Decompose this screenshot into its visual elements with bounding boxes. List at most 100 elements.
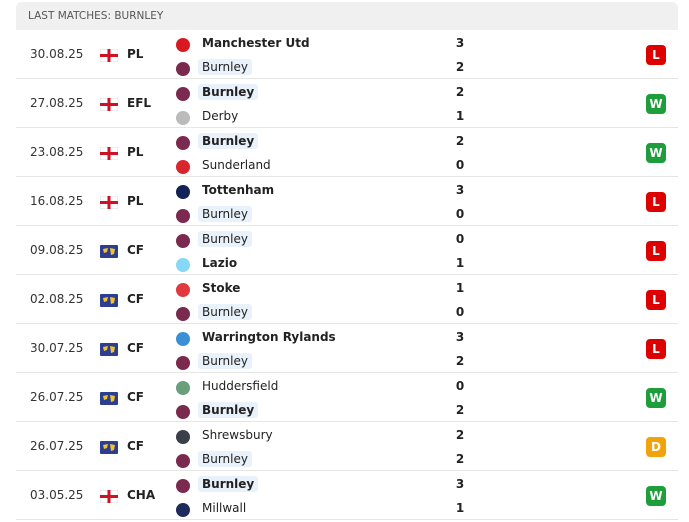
team-score: 2 [455,452,465,466]
match-date: 03.05.25 [30,488,84,502]
team-logo [176,111,190,125]
competition: CF [127,439,145,453]
team-score: 0 [455,158,465,172]
competition: PL [127,47,144,61]
team-score: 3 [455,477,465,491]
team-score: 2 [455,134,465,148]
match-row[interactable]: 26.07.25 CF Huddersfield 0 Burnley 2 W [16,373,678,422]
match-row[interactable]: 30.08.25 PL Manchester Utd 3 Burnley 2 L [16,30,678,79]
result-badge: L [646,241,666,261]
team-score: 1 [455,109,465,123]
team-logo [176,38,190,52]
result-badge: D [646,437,666,457]
competition-flag [99,488,119,504]
team-logo [176,62,190,76]
team-name: Burnley [198,206,252,222]
competition-flag [99,194,119,210]
competition: CHA [127,488,156,502]
team-score: 3 [455,330,465,344]
team-name: Sunderland [202,158,271,172]
team-score: 2 [455,428,465,442]
team-score: 0 [455,379,465,393]
team-logo [176,87,190,101]
team-name: Burnley [198,451,252,467]
team-score: 3 [455,183,465,197]
competition: CF [127,243,145,257]
team-name: Burnley [198,59,252,75]
match-row[interactable]: 02.08.25 CF Stoke 1 Burnley 0 L [16,275,678,324]
header-title: LAST MATCHES: BURNLEY [16,2,678,30]
team-name: Tottenham [202,183,275,197]
team-score: 2 [455,403,465,417]
team-score: 2 [455,354,465,368]
match-row[interactable]: 30.07.25 CF Warrington Rylands 3 Burnley 2 L [16,324,678,373]
team-name: Burnley [198,476,259,492]
team-name: Shrewsbury [202,428,273,442]
match-row[interactable]: 26.07.25 CF Shrewsbury 2 Burnley 2 D [16,422,678,471]
team-name: Manchester Utd [202,36,310,50]
result-badge: W [646,94,666,114]
competition-flag [100,341,118,356]
match-row[interactable]: 09.08.25 CF Burnley 0 Lazio 1 L [16,226,678,275]
match-date: 27.08.25 [30,96,84,110]
competition-flag [100,439,118,454]
team-logo [176,160,190,174]
team-logo [176,234,190,248]
team-logo [176,503,190,517]
team-score: 1 [455,501,465,515]
competition-flag [99,145,119,161]
team-name: Huddersfield [202,379,279,393]
team-logo [176,405,190,419]
result-badge: L [646,192,666,212]
match-date: 26.07.25 [30,390,84,404]
competition: PL [127,194,144,208]
team-logo [176,479,190,493]
team-logo [176,283,190,297]
team-name: Burnley [198,84,259,100]
result-badge: L [646,290,666,310]
competition: PL [127,145,144,159]
result-badge: W [646,486,666,506]
team-score: 1 [455,281,465,295]
match-row[interactable]: 16.08.25 PL Tottenham 3 Burnley 0 L [16,177,678,226]
match-date: 16.08.25 [30,194,84,208]
team-name: Millwall [202,501,247,515]
team-score: 2 [455,85,465,99]
team-logo [176,136,190,150]
result-badge: L [646,45,666,65]
team-score: 0 [455,207,465,221]
team-name: Burnley [198,304,252,320]
match-row[interactable]: 23.08.25 PL Burnley 2 Sunderland 0 W [16,128,678,177]
team-score: 1 [455,256,465,270]
team-name: Derby [202,109,239,123]
team-name: Burnley [198,353,252,369]
competition: EFL [127,96,152,110]
team-name: Stoke [202,281,241,295]
team-logo [176,381,190,395]
match-row[interactable]: 03.05.25 CHA Burnley 3 Millwall 1 W [16,471,678,520]
result-badge: W [646,388,666,408]
match-date: 30.08.25 [30,47,84,61]
match-row[interactable]: 27.08.25 EFL Burnley 2 Derby 1 W [16,79,678,128]
competition-flag [100,243,118,258]
team-score: 0 [455,305,465,319]
team-score: 0 [455,232,465,246]
competition-flag [100,390,118,405]
team-score: 2 [455,60,465,74]
team-score: 3 [455,36,465,50]
competition-flag [100,292,118,307]
match-date: 30.07.25 [30,341,84,355]
team-logo [176,454,190,468]
competition-flag [99,96,119,112]
team-name: Lazio [202,256,238,270]
competition: CF [127,390,145,404]
team-logo [176,185,190,199]
team-logo [176,332,190,346]
match-date: 26.07.25 [30,439,84,453]
team-name: Burnley [198,231,252,247]
team-logo [176,356,190,370]
team-name: Burnley [198,402,259,418]
team-name: Burnley [198,133,259,149]
result-badge: W [646,143,666,163]
competition: CF [127,341,145,355]
